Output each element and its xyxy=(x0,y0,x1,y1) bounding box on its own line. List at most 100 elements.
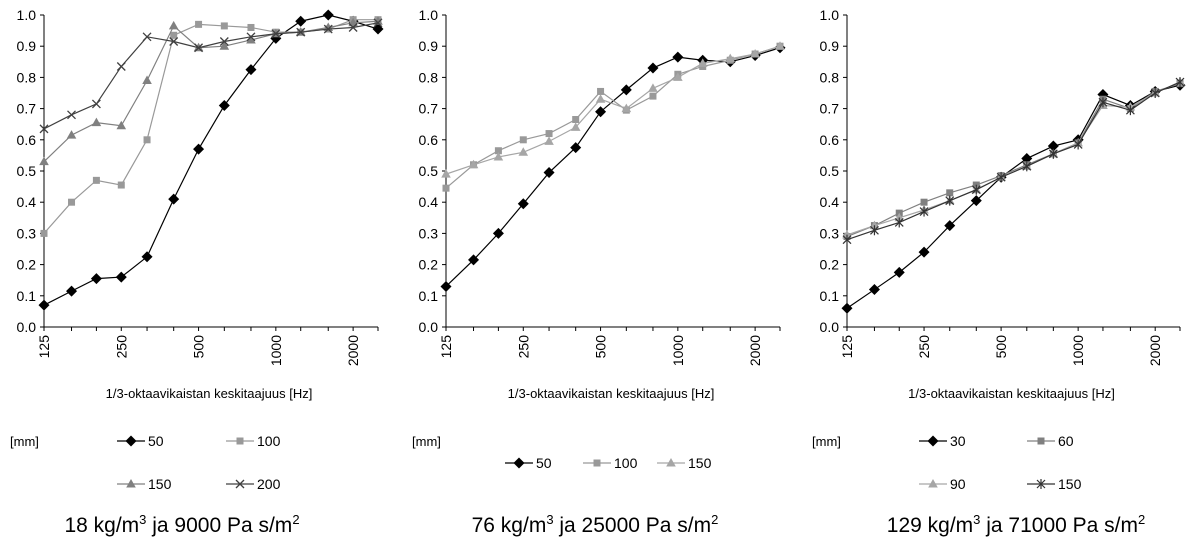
data-point-150-125 xyxy=(441,169,451,178)
data-point-100-500 xyxy=(195,20,203,28)
caption-text: ja 9000 Pa s/m xyxy=(146,514,292,537)
y-tick-label: 0.4 xyxy=(419,194,439,210)
series-line-50 xyxy=(445,47,781,287)
data-point-150-630 xyxy=(219,41,230,50)
data-point-50-160 xyxy=(66,285,78,297)
y-tick-label: 1.0 xyxy=(419,7,439,23)
data-point-150-400 xyxy=(570,122,581,131)
data-point-150-400 xyxy=(971,184,981,195)
data-point-30-160 xyxy=(868,284,880,296)
data-point-150-1250 xyxy=(697,58,708,67)
legend-marker-30 xyxy=(927,435,939,447)
panel-caption: 129 kg/m3 ja 71000 Pa s/m2 xyxy=(887,512,1145,537)
y-tick-label: 0.1 xyxy=(419,288,439,304)
data-point-30-250 xyxy=(918,246,930,258)
data-point-100-800 xyxy=(649,92,657,100)
data-point-150-160 xyxy=(66,130,77,139)
data-point-50-200 xyxy=(90,273,102,285)
series-line-200 xyxy=(43,22,379,130)
data-point-150-315 xyxy=(544,136,554,145)
data-point-200-2500-stroke-b xyxy=(373,18,383,28)
data-point-50-800 xyxy=(245,64,257,76)
data-point-200-315-stroke-b xyxy=(142,32,152,42)
data-point-200-250-stroke-b xyxy=(116,62,126,71)
y-tick-label: 0.3 xyxy=(419,225,439,241)
data-point-100-200 xyxy=(92,176,100,184)
data-point-200-800 xyxy=(246,32,256,42)
legend-marker-200 xyxy=(235,479,245,489)
legend-marker-60 xyxy=(1037,437,1045,445)
data-point-150-800 xyxy=(1048,148,1058,159)
legend-marker-150 xyxy=(1036,479,1046,489)
x-axis-label: 1/3-oktaavikaistan keskitaajuus [Hz] xyxy=(508,386,715,401)
legend-label-200: 200 xyxy=(257,476,281,492)
y-tick-label: 0.9 xyxy=(820,38,840,54)
data-point-150-125 xyxy=(39,156,49,166)
data-point-150-1000 xyxy=(1073,139,1083,150)
x-axis-label: 1/3-oktaavikaistan keskitaajuus [Hz] xyxy=(908,386,1115,401)
series-line-150 xyxy=(43,20,379,163)
data-point-200-160 xyxy=(67,110,76,120)
y-tick-label: 0.5 xyxy=(419,163,439,179)
panel-caption: 76 kg/m3 ja 25000 Pa s/m2 xyxy=(472,512,719,537)
data-point-200-125 xyxy=(39,124,49,134)
data-point-30-200 xyxy=(893,266,905,278)
data-point-200-400-stroke-b xyxy=(169,37,179,46)
data-point-50-125 xyxy=(38,299,50,311)
data-point-50-630 xyxy=(218,99,230,111)
x-tick-label: 250 xyxy=(113,335,129,359)
data-point-30-400 xyxy=(970,195,982,207)
legend-unit-label: [mm] xyxy=(10,434,39,449)
data-point-100-630 xyxy=(220,22,228,30)
data-point-50-630 xyxy=(620,84,632,96)
x-tick-label: 1000 xyxy=(1070,335,1086,366)
y-tick-label: 0.1 xyxy=(17,288,37,304)
data-point-150-2500 xyxy=(1175,77,1185,88)
data-point-150-160 xyxy=(468,159,479,169)
y-tick-label: 0.6 xyxy=(17,132,37,148)
data-point-50-250 xyxy=(115,271,127,283)
data-point-100-125 xyxy=(40,229,48,237)
data-point-150-315 xyxy=(945,195,955,206)
y-tick-label: 0.9 xyxy=(419,38,439,54)
data-point-200-630-stroke-b xyxy=(219,37,229,46)
data-point-150-200 xyxy=(894,217,904,228)
y-tick-label: 0.8 xyxy=(17,69,37,85)
data-point-100-250 xyxy=(519,136,527,144)
data-point-200-1600-stroke-b xyxy=(323,24,333,34)
data-point-50-250 xyxy=(517,198,529,210)
data-point-100-500 xyxy=(597,87,605,95)
data-point-150-200 xyxy=(493,151,504,161)
caption-text: ja 71000 Pa s/m xyxy=(980,514,1138,537)
legend-marker-90 xyxy=(928,479,938,488)
data-point-150-1250 xyxy=(1098,97,1108,108)
data-point-200-315 xyxy=(142,32,152,42)
series-line-100 xyxy=(445,45,781,189)
data-point-50-200 xyxy=(492,227,504,239)
data-point-200-160-stroke-b xyxy=(67,110,76,120)
data-point-50-1000 xyxy=(672,51,684,63)
x-tick-label: 125 xyxy=(438,335,454,359)
y-tick-label: 0.3 xyxy=(17,225,37,241)
data-point-200-2500 xyxy=(373,18,383,28)
y-tick-label: 0.3 xyxy=(820,225,840,241)
y-tick-label: 0.2 xyxy=(17,257,37,273)
data-point-100-315 xyxy=(143,136,151,144)
data-point-50-1600 xyxy=(322,9,334,21)
legend-label-30: 30 xyxy=(950,433,966,449)
data-point-100-250 xyxy=(117,181,125,189)
x-tick-label: 500 xyxy=(191,335,207,359)
data-point-200-200 xyxy=(91,99,101,109)
caption-superscript: 3 xyxy=(973,512,980,527)
data-point-60-315 xyxy=(946,189,954,197)
y-tick-label: 0.4 xyxy=(820,194,840,210)
y-tick-label: 0.8 xyxy=(820,69,840,85)
data-point-60-250 xyxy=(920,198,928,206)
data-point-50-160 xyxy=(468,254,480,266)
data-point-100-160 xyxy=(68,198,76,206)
y-tick-label: 0.0 xyxy=(17,319,37,335)
y-tick-label: 0.1 xyxy=(820,288,840,304)
legend-marker-150 xyxy=(666,458,676,467)
legend-marker-100 xyxy=(593,459,601,467)
